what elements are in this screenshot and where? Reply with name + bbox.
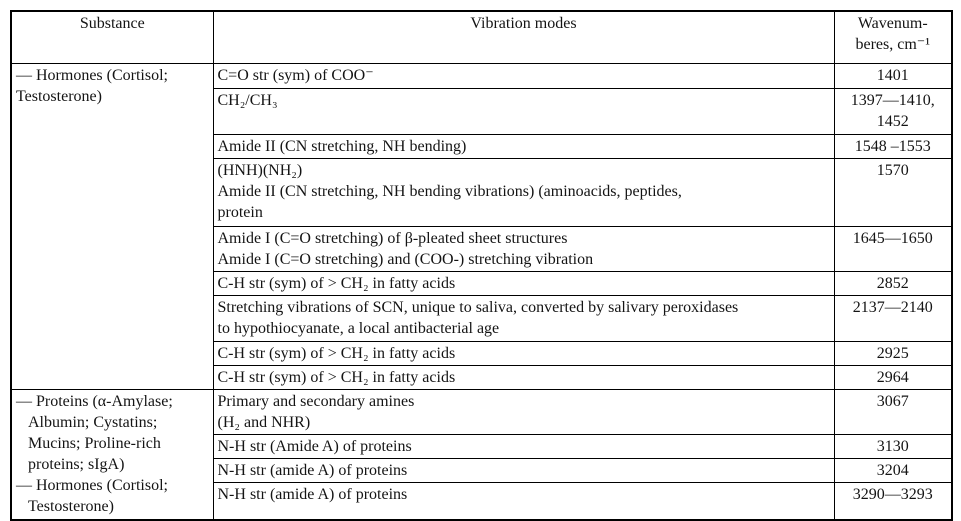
table-row: Amide II (CN stretching, NH bending) 154… bbox=[11, 133, 953, 159]
vibration-mode-cell: C-H str (sym) of > CH₂ in fatty acids bbox=[212, 270, 835, 296]
wavenumber-cell: 1397—1410, 1452 bbox=[833, 87, 953, 135]
table-row: CH₂/CH₃ 1397—1410, 1452 bbox=[11, 87, 953, 135]
vibration-mode-cell: Stretching vibrations of SCN, unique to … bbox=[212, 294, 835, 342]
vibration-mode-cell: N-H str (Amide A) of proteins bbox=[212, 433, 835, 459]
vibration-mode-cell: C-H str (sym) of > CH₂ in fatty acids bbox=[212, 364, 835, 390]
table-row: Amide I (C=O stretching) of β-pleated sh… bbox=[11, 225, 953, 272]
wavenumber-cell: 2964 bbox=[833, 364, 953, 390]
vibration-mode-cell: Amide I (C=O stretching) of β-pleated sh… bbox=[212, 225, 835, 272]
vibration-mode-cell: (HNH)(NH₂) Amide II (CN stretching, NH b… bbox=[212, 157, 835, 227]
vibration-mode-cell: N-H str (amide A) of proteins bbox=[212, 481, 835, 521]
wavenumber-cell: 3290—3293 bbox=[833, 481, 953, 521]
vibration-mode-cell: CH₂/CH₃ bbox=[212, 87, 835, 135]
col-header-substance: Substance bbox=[10, 10, 214, 64]
vibration-mode-cell: N-H str (amide A) of proteins bbox=[212, 457, 835, 483]
table-row: — Proteins (α-Amylase; Albumin; Cystatin… bbox=[10, 388, 953, 521]
table-row: C-H str (sym) of > CH₂ in fatty acids 28… bbox=[11, 270, 953, 296]
wavenumber-cell: 1645—1650 bbox=[833, 225, 953, 272]
vibration-mode-cell: C-H str (sym) of > CH₂ in fatty acids bbox=[212, 340, 835, 366]
wavenumber-cell: 2925 bbox=[833, 340, 953, 366]
wavenumber-cell: 2137—2140 bbox=[833, 294, 953, 342]
wavenumber-cell: 3204 bbox=[833, 457, 953, 483]
table-row: Stretching vibrations of SCN, unique to … bbox=[11, 294, 953, 342]
vibration-mode-cell: Amide II (CN stretching, NH bending) bbox=[212, 133, 835, 159]
vibration-mode-cell: C=O str (sym) of COO⁻ bbox=[212, 62, 835, 89]
table-row: N-H str (amide A) of proteins 3204 bbox=[11, 457, 953, 483]
vibration-mode-cell: Primary and secondary amines (H₂ and NHR… bbox=[212, 388, 835, 435]
wavenumber-cell: 1548 –1553 bbox=[833, 133, 953, 159]
wavenumber-cell: 3130 bbox=[833, 433, 953, 459]
wavenumber-cell: 1401 bbox=[833, 62, 953, 89]
substance-cell-proteins-hormones: — Proteins (α-Amylase; Albumin; Cystatin… bbox=[10, 388, 214, 521]
substance-cell-hormones: — Hormones (Cortisol; Testosterone) bbox=[10, 62, 214, 390]
col-header-vibration-modes: Vibration modes bbox=[212, 10, 835, 64]
vibration-modes-table: Substance Vibration modes Wavenum- beres… bbox=[10, 10, 953, 521]
table-row: N-H str (amide A) of proteins 3290—3293 bbox=[11, 481, 953, 521]
header-row: Substance Vibration modes Wavenum- beres… bbox=[10, 10, 953, 64]
table-row: — Hormones (Cortisol; Testosterone) C=O … bbox=[10, 62, 953, 390]
wavenumber-cell: 1570 bbox=[833, 157, 953, 227]
table-row: (HNH)(NH₂) Amide II (CN stretching, NH b… bbox=[11, 157, 953, 227]
wavenumber-cell: 3067 bbox=[833, 388, 953, 435]
wavenumber-cell: 2852 bbox=[833, 270, 953, 296]
col-header-wavenumbers: Wavenum- beres, cm⁻¹ bbox=[833, 10, 953, 64]
